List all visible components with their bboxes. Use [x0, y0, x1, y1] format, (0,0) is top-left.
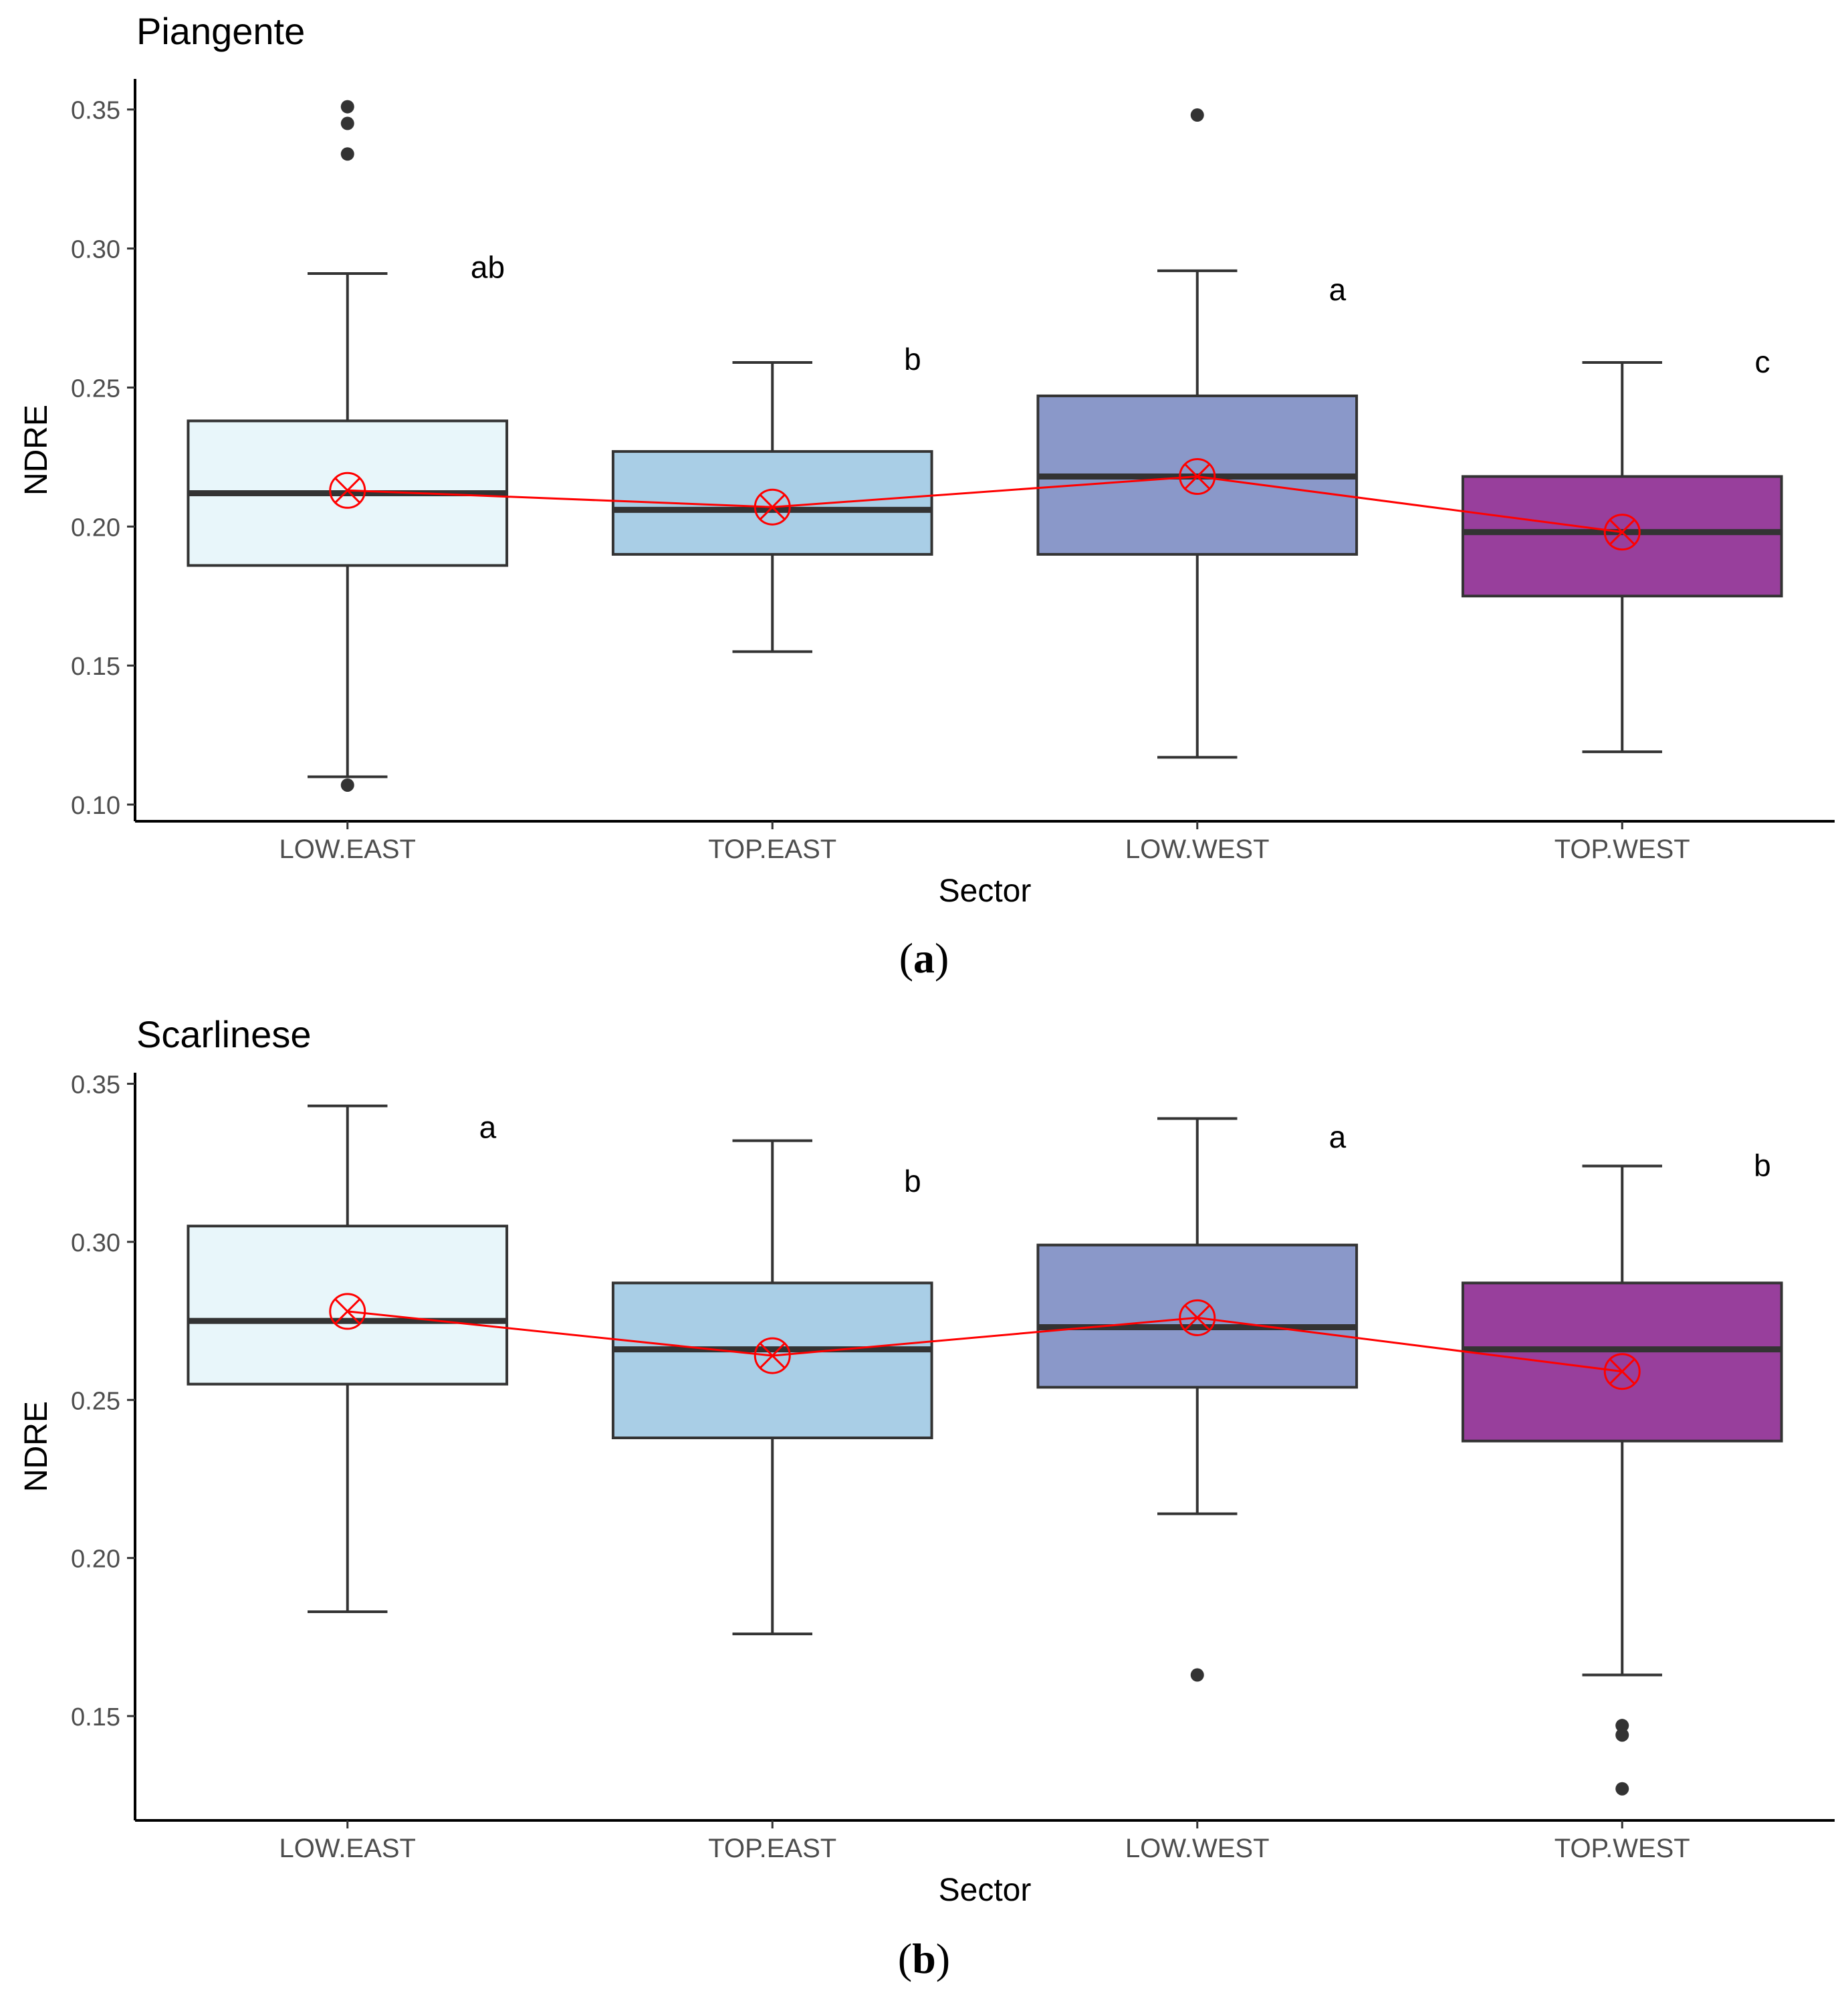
- significance-letter: a: [1329, 1120, 1347, 1154]
- chart-panel-scarlinese: 0.15 0.20 0.25 0.30 0.35 LOW.EAST a TOP.EAST b LO…: [0, 1003, 1848, 2009]
- outlier-point: [1190, 108, 1204, 122]
- outlier-point: [340, 778, 354, 792]
- mean-marker-cross: [1609, 519, 1635, 546]
- mean-marker-cross: [1609, 1358, 1635, 1385]
- mean-marker-cross: [1184, 1304, 1211, 1331]
- y-tick-label: 0.15: [71, 653, 120, 681]
- chart-title: Scarlinese: [136, 1013, 312, 1055]
- mean-marker: [1603, 514, 1641, 551]
- mean-marker: [754, 1337, 791, 1374]
- outlier-point: [1190, 1668, 1204, 1682]
- y-tick-label: 0.15: [71, 1703, 120, 1731]
- x-tick-label: TOP.WEST: [1554, 1834, 1690, 1863]
- box-top-west: [1461, 475, 1783, 598]
- box-low-west: [1036, 1243, 1359, 1389]
- boxplot-scarlinese: 0.15 0.20 0.25 0.30 0.35 LOW.EAST a TOP.EAST b LO…: [19, 1071, 1835, 1908]
- mean-marker-cross: [759, 1342, 786, 1369]
- box-top-west: [1461, 1281, 1783, 1443]
- box-low-east: [187, 1225, 509, 1386]
- y-tick-label: 0.35: [71, 97, 120, 125]
- y-axis-title: NDRE: [19, 405, 54, 496]
- x-tick-label: LOW.WEST: [1125, 835, 1270, 864]
- mean-marker: [329, 471, 366, 509]
- y-tick-label: 0.30: [71, 1229, 120, 1257]
- box-top-east: [611, 1281, 933, 1440]
- mean-marker-cross: [1184, 463, 1211, 490]
- significance-letter: b: [904, 342, 921, 377]
- y-tick-label: 0.20: [71, 1546, 120, 1574]
- panel-letter: a: [913, 934, 935, 982]
- mean-marker: [329, 1293, 366, 1330]
- y-tick-label: 0.30: [71, 236, 120, 264]
- x-axis-title: Sector: [939, 873, 1032, 909]
- mean-marker-cross: [334, 1298, 361, 1325]
- mean-marker: [754, 488, 791, 526]
- chart-title: Piangente: [136, 10, 306, 52]
- chart-panel-piangente: 0.10 0.15 0.20 0.25 0.30 0.35 LOW.EAST ab TOP.EA…: [0, 0, 1848, 1003]
- outlier-point: [1615, 1728, 1629, 1742]
- significance-letter: a: [479, 1110, 497, 1145]
- outlier-point: [1615, 1782, 1629, 1796]
- x-tick-label: LOW.WEST: [1125, 1834, 1270, 1863]
- panel-label: (a): [899, 934, 949, 982]
- mean-marker: [1179, 457, 1216, 495]
- outlier-point: [340, 147, 354, 161]
- y-tick-label: 0.10: [71, 792, 120, 820]
- significance-letter: b: [904, 1164, 921, 1198]
- x-tick-label: LOW.EAST: [279, 1834, 417, 1863]
- boxplot-piangente: 0.100.150.200.250.300.35LOW.EASTabTOP.EA…: [19, 79, 1835, 909]
- significance-letter: b: [1754, 1148, 1771, 1182]
- significance-letter: ab: [471, 250, 505, 285]
- y-axis-title: NDRE: [19, 1401, 54, 1492]
- significance-letter: a: [1329, 272, 1347, 307]
- x-tick-label: TOP.EAST: [708, 1834, 836, 1863]
- outlier-point: [340, 116, 354, 130]
- mean-marker: [1603, 1353, 1641, 1390]
- panel-label: (b): [897, 1935, 951, 1982]
- outlier-point: [340, 100, 354, 114]
- x-axis-title: Sector: [939, 1873, 1032, 1908]
- x-tick-label: LOW.EAST: [279, 835, 417, 864]
- significance-letter: c: [1754, 344, 1770, 379]
- mean-line: [347, 475, 1623, 534]
- y-tick-label: 0.25: [71, 1387, 120, 1415]
- outlier-point: [1615, 1719, 1629, 1733]
- mean-marker-cross: [334, 477, 361, 504]
- y-tick-label: 0.20: [71, 514, 120, 542]
- x-tick-label: TOP.WEST: [1554, 835, 1690, 864]
- y-tick-label: 0.25: [71, 375, 120, 403]
- x-tick-label: TOP.EAST: [708, 835, 836, 864]
- panel-letter: b: [912, 1935, 936, 1982]
- mean-line: [347, 1310, 1623, 1373]
- mean-marker: [1179, 1299, 1216, 1336]
- mean-marker-cross: [759, 494, 786, 520]
- y-tick-label: 0.35: [71, 1071, 120, 1099]
